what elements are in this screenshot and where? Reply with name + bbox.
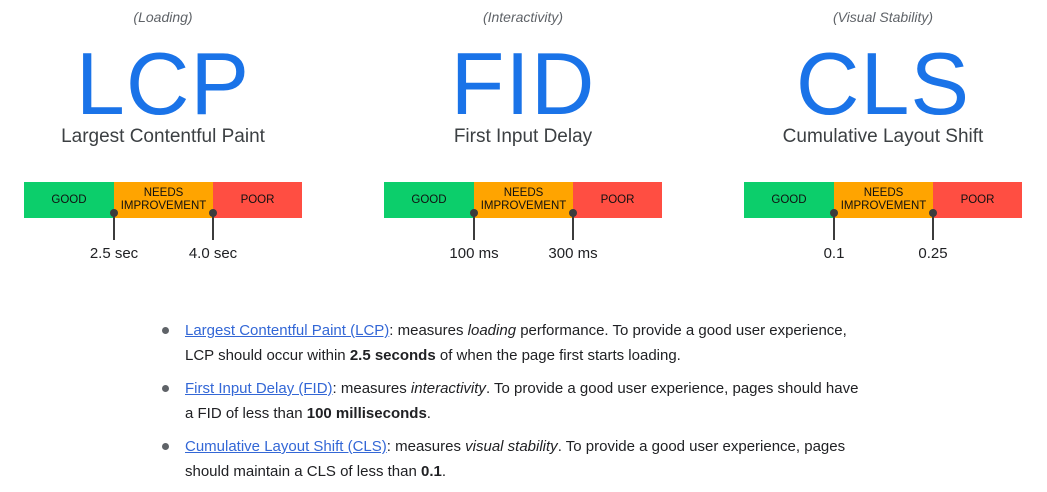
list-item: Largest Contentful Paint (LCP): measures… — [162, 318, 862, 368]
desc-text: : measures — [332, 380, 411, 397]
desc-text: . To provide a good user experience, pag… — [185, 438, 846, 480]
metric-cls: (Visual Stability) CLS Cumulative Layout… — [703, 0, 1047, 280]
metric-acronym: CLS — [795, 34, 971, 133]
threshold-label-good: 0.1 — [823, 245, 845, 262]
needs-label-line1: NEEDS — [503, 187, 544, 199]
needs-improvement-segment: NEEDS IMPROVEMENT — [474, 182, 573, 218]
needs-improvement-segment: NEEDS IMPROVEMENT — [114, 182, 213, 218]
metric-category: (Interactivity) — [482, 9, 564, 25]
desc-text: . To provide a good user experience, pag… — [185, 380, 859, 422]
metric-descriptions-list: Largest Contentful Paint (LCP): measures… — [162, 318, 862, 492]
threshold-tick — [212, 212, 214, 240]
threshold-label-good: 2.5 sec — [89, 245, 139, 262]
needs-label-line2: IMPROVEMENT — [480, 200, 567, 212]
threshold-tick — [833, 212, 835, 240]
threshold-label-good: 100 ms — [449, 245, 499, 262]
metric-lcp: (Loading) LCP Largest Contentful Paint G… — [0, 0, 343, 280]
list-item: First Input Delay (FID): measures intera… — [162, 376, 862, 426]
desc-threshold: 0.1 — [420, 463, 442, 480]
desc-text: : measures — [386, 438, 466, 455]
poor-segment: POOR — [933, 182, 1022, 218]
threshold-bar: GOOD NEEDS IMPROVEMENT POOR — [24, 182, 302, 218]
threshold-bar: GOOD NEEDS IMPROVEMENT POOR — [384, 182, 662, 218]
metric-acronym: FID — [450, 34, 596, 133]
metric-name: Largest Contentful Paint — [61, 126, 265, 147]
desc-text: . — [441, 463, 447, 480]
desc-emphasis: loading — [467, 322, 517, 339]
desc-text: : measures — [389, 322, 468, 339]
desc-text: performance. To provide a good user expe… — [185, 322, 847, 364]
desc-text: of when the page first starts loading. — [435, 347, 681, 364]
cls-link[interactable]: Cumulative Layout Shift (CLS) — [185, 438, 387, 455]
poor-segment: POOR — [213, 182, 302, 218]
threshold-label-poor: 300 ms — [548, 245, 598, 262]
desc-threshold: 2.5 seconds — [349, 347, 436, 364]
threshold-marker — [929, 209, 937, 217]
good-segment: GOOD — [384, 182, 474, 218]
threshold-tick — [473, 212, 475, 240]
threshold-label-poor: 4.0 sec — [188, 245, 238, 262]
desc-threshold: 100 milliseconds — [306, 405, 427, 422]
threshold-marker — [470, 209, 478, 217]
lcp-link[interactable]: Largest Contentful Paint (LCP) — [185, 322, 390, 339]
fid-link[interactable]: First Input Delay (FID) — [185, 380, 333, 397]
desc-text: . — [426, 405, 431, 422]
metric-name: First Input Delay — [453, 126, 593, 147]
needs-improvement-segment: NEEDS IMPROVEMENT — [834, 182, 933, 218]
threshold-marker — [209, 209, 217, 217]
threshold-marker — [830, 209, 838, 217]
list-item: Cumulative Layout Shift (CLS): measures … — [162, 434, 862, 484]
desc-emphasis: visual stability — [465, 438, 558, 455]
metric-category: (Loading) — [133, 9, 193, 25]
bullet-icon — [162, 385, 169, 392]
metric-acronym: LCP — [75, 34, 251, 133]
needs-label-line2: IMPROVEMENT — [840, 200, 927, 212]
good-segment: GOOD — [24, 182, 114, 218]
metric-name: Cumulative Layout Shift — [782, 126, 984, 147]
threshold-tick — [572, 212, 574, 240]
desc-emphasis: interactivity — [410, 380, 486, 397]
bullet-icon — [162, 443, 169, 450]
threshold-bar: GOOD NEEDS IMPROVEMENT POOR — [744, 182, 1022, 218]
needs-label-line1: NEEDS — [143, 187, 184, 199]
metric-category: (Visual Stability) — [832, 9, 934, 25]
metric-fid: (Interactivity) FID First Input Delay GO… — [343, 0, 703, 280]
needs-label-line1: NEEDS — [863, 187, 904, 199]
bullet-icon — [162, 327, 169, 334]
threshold-label-poor: 0.25 — [918, 245, 948, 262]
needs-label-line2: IMPROVEMENT — [120, 200, 207, 212]
threshold-tick — [932, 212, 934, 240]
good-segment: GOOD — [744, 182, 834, 218]
threshold-marker — [110, 209, 118, 217]
threshold-marker — [569, 209, 577, 217]
poor-segment: POOR — [573, 182, 662, 218]
threshold-tick — [113, 212, 115, 240]
